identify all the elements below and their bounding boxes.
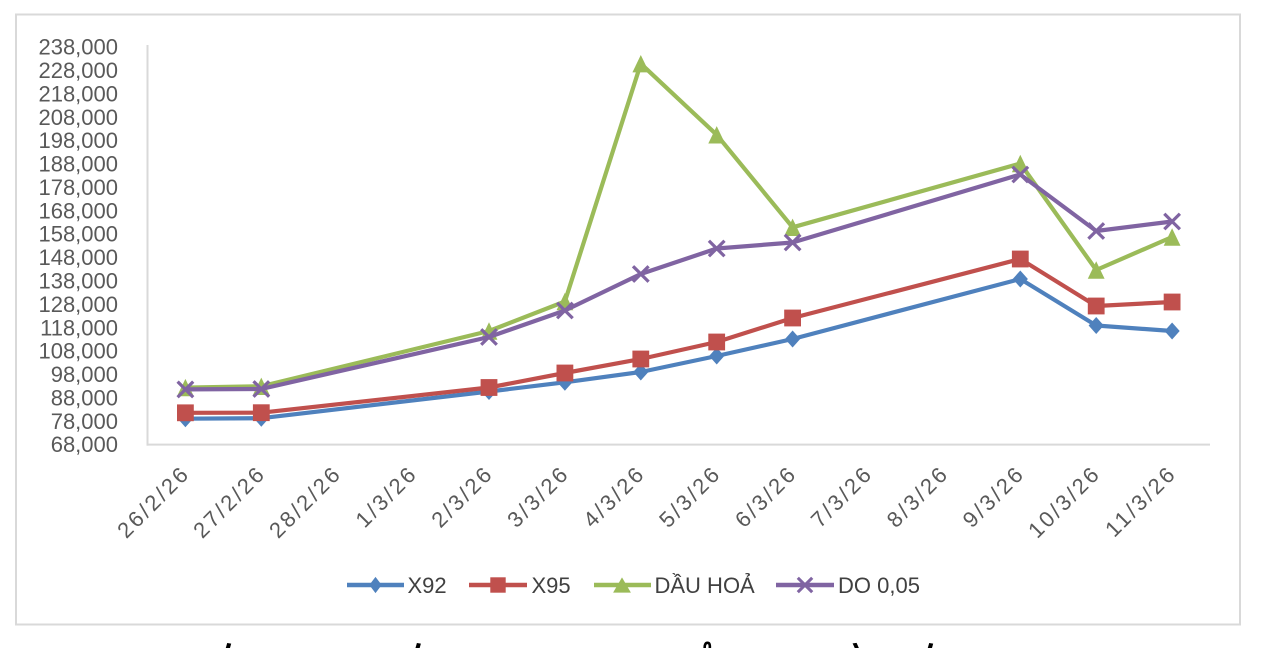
svg-text:X92: X92 bbox=[408, 573, 447, 598]
svg-text:188,000: 188,000 bbox=[38, 152, 118, 177]
svg-text:118,000: 118,000 bbox=[40, 315, 118, 340]
svg-text:208,000: 208,000 bbox=[38, 105, 118, 130]
svg-text:148,000: 148,000 bbox=[38, 245, 118, 270]
svg-text:DẦU HOẢ: DẦU HOẢ bbox=[655, 573, 756, 598]
svg-text:128,000: 128,000 bbox=[38, 292, 118, 317]
svg-text:DO 0,05: DO 0,05 bbox=[838, 573, 920, 598]
svg-text:78,000: 78,000 bbox=[51, 409, 118, 434]
svg-text:68,000: 68,000 bbox=[51, 432, 118, 457]
svg-text:98,000: 98,000 bbox=[51, 362, 118, 387]
svg-text:158,000: 158,000 bbox=[38, 222, 118, 247]
svg-text:218,000: 218,000 bbox=[38, 81, 118, 106]
svg-text:108,000: 108,000 bbox=[38, 339, 118, 364]
svg-text:168,000: 168,000 bbox=[38, 198, 118, 223]
svg-text:178,000: 178,000 bbox=[38, 175, 118, 200]
svg-text:138,000: 138,000 bbox=[38, 269, 118, 294]
svg-text:238,000: 238,000 bbox=[38, 35, 118, 60]
svg-text:198,000: 198,000 bbox=[38, 128, 118, 153]
svg-text:X95: X95 bbox=[532, 573, 571, 598]
svg-text:88,000: 88,000 bbox=[51, 385, 118, 410]
svg-text:228,000: 228,000 bbox=[38, 58, 118, 83]
